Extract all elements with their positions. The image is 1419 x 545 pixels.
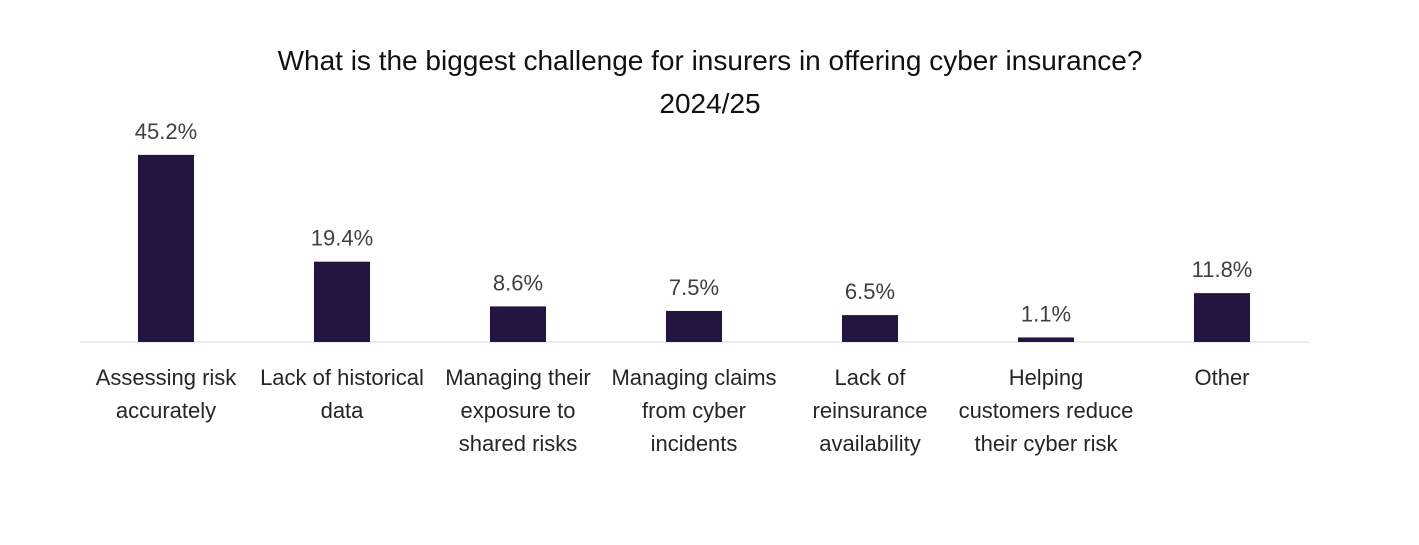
bar bbox=[1194, 293, 1250, 342]
x-tick-label: Lack of reinsurance availability bbox=[812, 365, 928, 456]
bar bbox=[666, 310, 722, 342]
x-tick-label: Other bbox=[1194, 365, 1250, 390]
bar bbox=[842, 315, 898, 342]
x-tick-label: Managing their exposure to shared risks bbox=[445, 365, 591, 456]
bar bbox=[314, 261, 370, 342]
value-label: 11.8% bbox=[1192, 257, 1253, 282]
chart-subtitle: 2024/25 bbox=[659, 88, 760, 119]
value-label: 6.5% bbox=[845, 279, 895, 304]
x-tick-label: Assessing risk accurately bbox=[95, 365, 237, 423]
bar bbox=[1018, 337, 1074, 342]
chart-title: What is the biggest challenge for insure… bbox=[278, 45, 1143, 76]
x-tick-label: Lack of historical data bbox=[260, 365, 424, 423]
value-label: 45.2% bbox=[135, 119, 197, 144]
value-label: 8.6% bbox=[493, 270, 543, 295]
bar bbox=[138, 154, 194, 342]
x-tick-label: Managing claims from cyber incidents bbox=[611, 365, 777, 456]
value-label: 19.4% bbox=[311, 226, 373, 251]
bar bbox=[490, 306, 546, 342]
value-label: 1.1% bbox=[1021, 301, 1071, 326]
value-label: 7.5% bbox=[669, 275, 719, 300]
x-tick-label: Helping customers reduce their cyber ris… bbox=[958, 365, 1134, 456]
